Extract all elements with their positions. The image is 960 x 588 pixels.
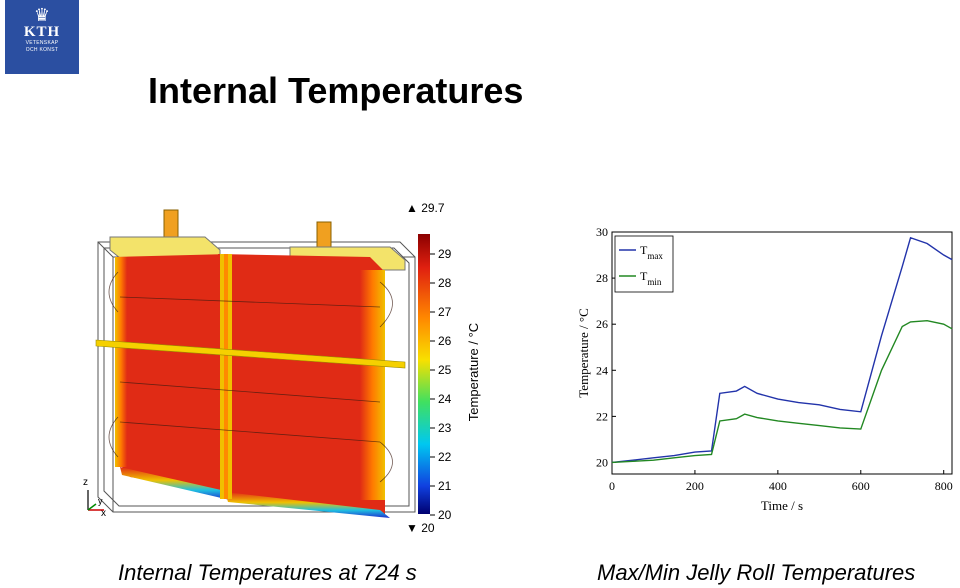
colorbar-max-label: ▲ 29.7 xyxy=(406,201,445,215)
colorbar-title: Temperature / °C xyxy=(466,323,481,421)
colorbar-tick-label: 29 xyxy=(438,247,452,261)
colorbar-tick-label: 20 xyxy=(438,508,452,522)
colorbar-tick-label: 23 xyxy=(438,421,452,435)
logo-subtext-1: VETENSKAP xyxy=(25,40,59,46)
colorbar-min-label: ▼ 20 xyxy=(406,521,435,535)
page-title: Internal Temperatures xyxy=(148,70,524,111)
colorbar-tick-label: 28 xyxy=(438,276,452,290)
y-axis-label: Temperature / °C xyxy=(576,308,591,397)
axis-z-label: z xyxy=(83,477,88,488)
legend-tmax-label: Tmax xyxy=(640,243,663,261)
x-tick-label: 800 xyxy=(935,479,953,493)
x-tick-label: 0 xyxy=(609,479,615,493)
crown-icon: ♛ xyxy=(33,5,51,25)
kth-logo: ♛ KTH VETENSKAP OCH KONST xyxy=(5,0,79,74)
legend: Tmax Tmin xyxy=(614,235,674,293)
x-axis-label: Time / s xyxy=(761,498,803,513)
mid-section-plane xyxy=(95,339,406,369)
legend-box xyxy=(614,235,674,293)
x-tick-label: 200 xyxy=(686,479,704,493)
colorbar-tick-label: 26 xyxy=(438,334,452,348)
x-tick-label: 600 xyxy=(852,479,870,493)
axis-y-label: y xyxy=(98,496,103,506)
jelly-roll-right xyxy=(218,254,390,518)
colorbar-tick-label: 21 xyxy=(438,479,452,493)
legend-tmin-label: Tmin xyxy=(640,269,662,287)
x-tick-label: 400 xyxy=(769,479,787,493)
left-figure-caption: Internal Temperatures at 724 s xyxy=(118,560,417,585)
logo-subtext-2: OCH KONST xyxy=(25,47,59,53)
colorbar: ▲ 29.7 ▼ 20 29 28 27 26 25 24 23 22 21 20 Tempera… xyxy=(406,201,481,535)
axis-x-label: x xyxy=(101,508,106,519)
temperature-line-chart: 0 200 400 600 800 20 22 24 26 28 30 Tmax Tmin Time… xyxy=(576,225,953,513)
series-line-t-min xyxy=(611,320,953,464)
logo-text: KTH xyxy=(23,24,61,40)
roll-wireframe xyxy=(108,271,393,483)
right-figure-caption: Max/Min Jelly Roll Temperatures xyxy=(597,560,916,585)
y-tick-label: 26 xyxy=(596,317,608,331)
y-tick-label: 30 xyxy=(596,225,608,239)
colorbar-scale xyxy=(418,234,430,514)
colorbar-tick-label: 25 xyxy=(438,363,452,377)
colorbar-tick-label: 22 xyxy=(438,450,452,464)
jelly-roll-left xyxy=(115,254,230,500)
colorbar-tick-label: 27 xyxy=(438,305,452,319)
y-tick-label: 20 xyxy=(596,455,608,469)
series-line-t-max xyxy=(611,236,953,464)
battery-simulation-figure: z y x ▲ 29.7 ▼ 20 29 28 27 26 25 24 23 22 21 20 T… xyxy=(83,201,481,535)
y-tick-label: 22 xyxy=(596,409,608,423)
axes-triad: z y x xyxy=(83,477,106,519)
colorbar-tick-label: 24 xyxy=(438,392,452,406)
y-tick-label: 24 xyxy=(596,363,608,377)
y-tick-label: 28 xyxy=(596,271,608,285)
